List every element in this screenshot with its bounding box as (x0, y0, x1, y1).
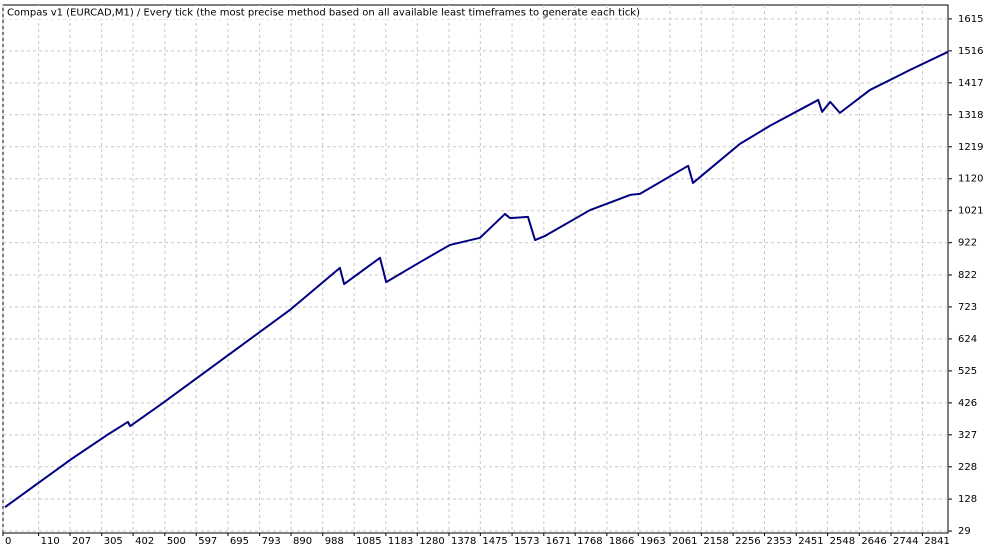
y-tick-label: 426 (958, 398, 977, 409)
x-tick-label: 1280 (419, 536, 444, 547)
y-tick-label: 29 (958, 526, 971, 537)
y-tick-label: 723 (958, 302, 977, 313)
y-tick-label: 922 (958, 238, 977, 249)
title-box (5, 6, 535, 19)
y-tick-label: 1615 (958, 14, 983, 25)
x-tick-label: 2061 (672, 536, 697, 547)
x-tick-label: 2158 (703, 536, 728, 547)
x-tick-label: 2841 (924, 536, 949, 547)
x-tick-label: 597 (198, 536, 217, 547)
x-tick-label: 2646 (861, 536, 886, 547)
x-tick-label: 1085 (356, 536, 381, 547)
x-tick-label: 1183 (388, 536, 413, 547)
x-tick-label: 1671 (546, 536, 571, 547)
x-tick-label: 207 (72, 536, 91, 547)
x-tick-label: 2353 (767, 536, 792, 547)
y-tick-label: 1318 (958, 110, 983, 121)
y-tick-label: 624 (958, 334, 977, 345)
x-tick-label: 988 (325, 536, 344, 547)
x-tick-label: 1963 (640, 536, 665, 547)
x-tick-label: 1573 (514, 536, 539, 547)
y-tick-label: 525 (958, 366, 977, 377)
y-tick-label: 128 (958, 494, 977, 505)
x-tick-label: 793 (262, 536, 281, 547)
balance-line (4, 50, 949, 508)
x-tick-label: 110 (41, 536, 60, 547)
x-tick-label: 695 (230, 536, 249, 547)
x-tick-label: 402 (135, 536, 154, 547)
x-tick-label: 2744 (893, 536, 918, 547)
y-tick-label: 1219 (958, 142, 983, 153)
x-tick-label: 2548 (830, 536, 855, 547)
marks (4, 50, 949, 508)
x-tick-label: 1475 (482, 536, 507, 547)
x-tick-label: 305 (104, 536, 123, 547)
x-tick-label: 1768 (577, 536, 602, 547)
y-tick-label: 228 (958, 462, 977, 473)
x-tick-label: 0 (5, 536, 11, 547)
y-tick-label: 1021 (958, 206, 983, 217)
x-tick-label: 2256 (735, 536, 760, 547)
y-tick-label: 1417 (958, 78, 983, 89)
y-tick-label: 1120 (958, 174, 983, 185)
grid (2, 5, 948, 533)
y-tick-label: 822 (958, 270, 977, 281)
y-tick-label: 327 (958, 430, 977, 441)
y-tick-label: 1516 (958, 46, 983, 57)
x-tick-label: 1378 (451, 536, 476, 547)
x-tick-label: 2451 (798, 536, 823, 547)
x-tick-label: 890 (293, 536, 312, 547)
plot-area (2, 4, 949, 534)
chart-title: Compas v1 (EURCAD,M1) / Every tick (the … (7, 8, 640, 19)
x-tick-label: 1866 (609, 536, 634, 547)
x-tick-label: 500 (167, 536, 186, 547)
